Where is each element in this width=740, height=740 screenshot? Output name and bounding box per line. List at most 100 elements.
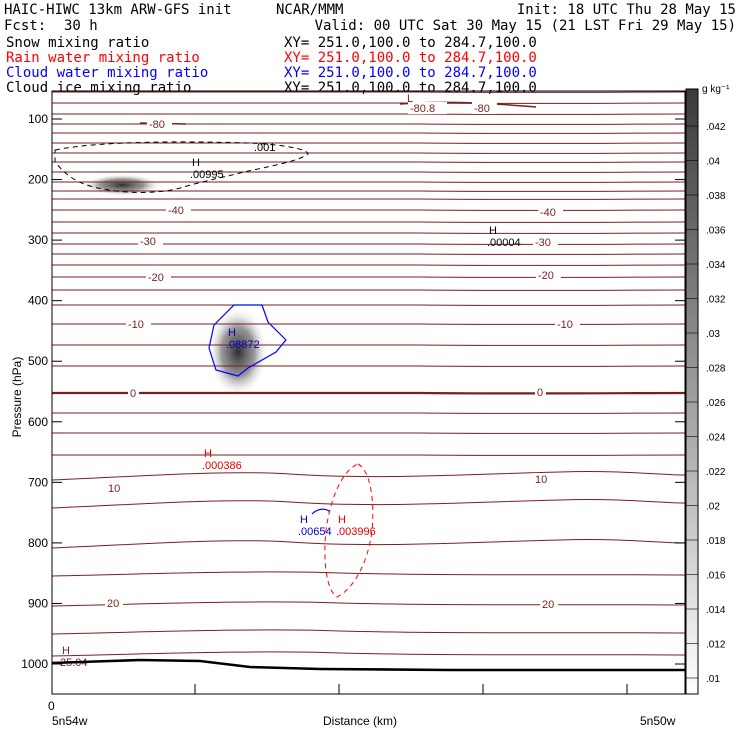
colorbar-tick-label: .034: [706, 260, 726, 271]
colorbar-tick-label: .028: [706, 364, 726, 375]
isotherm-line: [51, 344, 686, 346]
isotherm-line: [51, 432, 686, 434]
x-endpoint-left: 5n54w: [52, 714, 88, 728]
cloud-ice-contour: [54, 141, 309, 193]
colorbar-tick-label: .036: [706, 226, 726, 237]
isotherm-line: [51, 209, 686, 211]
colorbar-tick-label: .018: [706, 536, 726, 547]
isotherm-line: [51, 304, 686, 306]
cloud-water-contour: [208, 304, 287, 377]
isotherm-line: [51, 651, 686, 657]
y-tick-label: 500: [28, 354, 48, 368]
maximum-marker-symbol: H: [204, 448, 212, 460]
colorbar-tick-label: .012: [706, 640, 726, 651]
isotherm-line: [51, 132, 686, 134]
contour-label-bg: [106, 482, 124, 494]
colorbar-tick-label: .016: [706, 571, 726, 582]
contour-label-bg: [146, 271, 171, 283]
isotherm-line: [51, 142, 686, 144]
valid-time: Valid: 00 UTC Sat 30 May 15 (21 LST Fri …: [314, 18, 736, 34]
isotherm-line: [51, 232, 686, 234]
colorbar-tick-label: .026: [706, 398, 726, 409]
isotherm-line: [51, 391, 686, 395]
temperature-contour-label: 10: [535, 474, 547, 486]
y-tick-label: 200: [28, 173, 48, 187]
maximum-marker-symbol: H: [300, 514, 308, 526]
temperature-contour-label: 20: [107, 598, 119, 610]
temperature-contour-label: -40: [168, 205, 184, 217]
isotherm-line: [51, 323, 686, 325]
colorbar-tick-label: .014: [706, 605, 726, 616]
maximum-value: .00654: [298, 526, 332, 538]
y-tick-label: 600: [28, 415, 48, 429]
plot-frame: [51, 90, 686, 695]
colorbar-tick-label: .024: [706, 433, 726, 444]
isotherm-line: [51, 412, 686, 414]
contour-label-bg: [536, 269, 561, 281]
colorbar-tick-label: .038: [706, 191, 726, 202]
colorbar-tick-label: .022: [706, 467, 726, 478]
contour-label-bg: [126, 318, 151, 330]
cloudwater-shading: [208, 307, 268, 397]
x-endpoint-right: 5n50w: [640, 714, 676, 728]
colorbar-tick-label: .03: [706, 329, 720, 340]
field-rain-name: Rain water mixing ratio: [6, 50, 200, 66]
contour-label-bg: [105, 597, 123, 609]
isotherm-line: [51, 198, 686, 200]
y-tick-label: 400: [28, 294, 48, 308]
x-tick-0: 0: [48, 699, 55, 713]
init-time: Init: 18 UTC Thu 28 May 15: [516, 2, 736, 18]
temperature-contour-label: -80: [474, 103, 490, 115]
isotherm-line: [51, 190, 686, 192]
contour-label-bg: [166, 204, 191, 216]
colorbar-unit: g kg⁻¹: [702, 84, 730, 95]
temperature-contour-label: -10: [128, 319, 144, 331]
maximum-value: .000386: [202, 460, 242, 472]
contour-label-bg: [533, 473, 551, 485]
maximum-marker: .001: [254, 142, 275, 154]
y-axis-label: Pressure (hPa): [10, 356, 24, 438]
y-tick-label: 100: [28, 112, 48, 126]
temperature-contour-label: -80.8: [410, 103, 435, 115]
contour-label-bg: [555, 318, 580, 330]
contour-label-bg: [538, 206, 563, 218]
temperature-contour-label: -20: [538, 270, 554, 282]
isotherm-line: [51, 253, 686, 255]
field-snow-name: Snow mixing ratio: [6, 35, 150, 51]
maximum-marker: L: [407, 93, 413, 105]
temperature-contour-label: 0: [130, 388, 136, 400]
maximum-value: .00995: [190, 169, 224, 181]
isotherm-line: [51, 454, 686, 456]
field-cloudwater-xy: XY= 251.0,100.0 to 284.7,100.0: [284, 65, 537, 81]
contour-label-bg: [138, 235, 163, 247]
isotherm-line: [51, 102, 686, 104]
contour-label-bg: [128, 387, 139, 399]
contour-label-bg: [533, 236, 558, 248]
temperature-contour-label: -10: [557, 319, 573, 331]
contour-label-bg: [147, 118, 172, 130]
isotherm-line: [51, 571, 686, 577]
isotherm-line: [51, 499, 686, 509]
isotherm-line: [51, 221, 686, 223]
temperature-contour-label: -80: [149, 119, 165, 131]
colorbar-tick-label: .042: [706, 122, 726, 133]
field-snow-xy: XY= 251.0,100.0 to 284.7,100.0: [284, 35, 537, 51]
maximum-value: .00004: [487, 237, 521, 249]
contour-label-bg: [540, 598, 558, 610]
colorbar-tick-label: .032: [706, 295, 726, 306]
isotherm-line: [51, 264, 686, 266]
terrain-line: [51, 658, 685, 672]
contour-label-bg: [472, 102, 497, 114]
model-title: HAIC-HIWC 13km ARW-GFS init: [4, 2, 232, 18]
fcst-label: Fcst:: [4, 18, 47, 34]
isotherm-line: [51, 629, 686, 635]
isotherm-line: [51, 539, 686, 549]
isotherm-line: [51, 113, 686, 115]
isotherm-line: [51, 91, 686, 93]
y-tick-label: 1000: [21, 657, 48, 671]
maximum-value: .003996: [336, 526, 376, 538]
temperature-contour-label: -30: [140, 236, 156, 248]
y-tick-label: 700: [28, 475, 48, 489]
maximum-marker-symbol: H: [192, 157, 200, 169]
y-tick-label: 900: [28, 596, 48, 610]
